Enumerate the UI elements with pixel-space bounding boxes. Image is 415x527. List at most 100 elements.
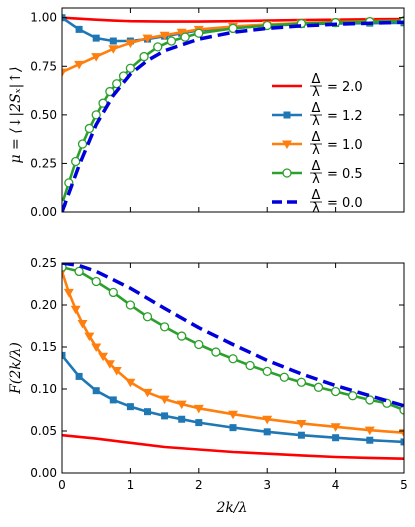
data-point-1-11 xyxy=(297,431,305,439)
data-point-2-5 xyxy=(142,34,153,44)
y-tick-label: 1.00 xyxy=(30,11,57,25)
x-tick-label: 1 xyxy=(127,478,135,492)
mu-panel: 0.00 0.25 0.50 0.75 1.00 Δλ = 2.0 Δλ = 1.2 Δλ = 1.… xyxy=(30,7,405,219)
y-tick-label: 0.75 xyxy=(30,59,57,73)
legend-frac-num: Δ xyxy=(312,188,321,203)
data-point-2-15 xyxy=(262,415,273,425)
f-panel-xlabel: 2k/λ xyxy=(216,500,248,516)
data-point-3-7 xyxy=(177,331,187,341)
axes-frame xyxy=(61,7,405,213)
data-point-1-9 xyxy=(229,424,237,432)
data-point-1-10 xyxy=(263,428,271,436)
x-tick-label: 2 xyxy=(195,478,203,492)
data-point-2-2 xyxy=(70,305,81,315)
y-tick-label: 0.50 xyxy=(30,108,57,122)
y-tick-label: 0.25 xyxy=(30,256,57,270)
data-point-3-13 xyxy=(166,36,177,46)
data-point-1-14 xyxy=(400,438,404,446)
data-point-1-1 xyxy=(75,25,83,33)
mu-panel-ylabel: μ = ⟨↓|2Sₓ|↑⟩ xyxy=(8,66,24,163)
data-point-1-5 xyxy=(144,408,151,416)
data-point-3-14 xyxy=(296,377,307,387)
data-point-2-10 xyxy=(142,388,153,398)
legend-frac-num: Δ xyxy=(312,159,321,174)
data-point-3-5 xyxy=(91,110,101,120)
y-tick-label: 0.00 xyxy=(30,205,57,219)
data-point-3-10 xyxy=(125,63,136,73)
data-point-1-4 xyxy=(126,403,134,411)
series-line-4 xyxy=(62,263,404,408)
data-point-3-5 xyxy=(142,312,153,322)
x-tick-label: 5 xyxy=(400,478,408,492)
data-point-2-3 xyxy=(108,45,119,54)
data-point-2-4 xyxy=(84,332,95,342)
data-point-3-20 xyxy=(399,405,404,415)
data-point-3-3 xyxy=(108,287,118,298)
data-point-3-10 xyxy=(228,354,238,364)
data-point-2-7 xyxy=(176,28,187,38)
data-point-2-16 xyxy=(296,419,307,429)
data-point-1-2 xyxy=(92,34,100,42)
y-tick-label: 0.15 xyxy=(30,340,57,354)
y-tick-label: 0.20 xyxy=(30,298,57,312)
legend-label-4: = 0.0 xyxy=(327,196,363,211)
data-point-2-5 xyxy=(91,343,102,352)
data-point-2-1 xyxy=(74,60,85,70)
data-point-2-4 xyxy=(125,39,136,48)
data-point-2-7 xyxy=(104,360,115,369)
series-line-4 xyxy=(62,20,404,212)
axes-frame xyxy=(61,262,405,474)
data-point-2-6 xyxy=(98,352,109,362)
data-point-2-14 xyxy=(228,410,238,420)
data-point-2-0 xyxy=(62,68,67,78)
data-point-3-11 xyxy=(139,51,149,62)
data-point-3-17 xyxy=(262,20,272,31)
x-tick-label: 0 xyxy=(58,478,66,492)
data-point-1-6 xyxy=(161,412,169,420)
data-point-3-17 xyxy=(348,391,358,401)
x-tick-label: 3 xyxy=(263,478,271,492)
data-point-3-8 xyxy=(194,339,204,350)
legend: Δλ = 2.0 Δλ = 1.2 Δλ = 1.0 Δλ = 0.5 Δλ = 0.0 xyxy=(272,72,363,216)
y-tick-label: 0.25 xyxy=(30,156,57,170)
plot-area xyxy=(62,263,404,460)
data-point-3-15 xyxy=(313,382,324,392)
data-point-2-6 xyxy=(159,31,170,41)
data-point-2-1 xyxy=(63,288,74,298)
legend-frac-den: λ xyxy=(312,85,320,100)
data-point-1-8 xyxy=(195,419,203,427)
data-point-3-12 xyxy=(153,42,163,52)
data-point-1-2 xyxy=(92,387,100,395)
data-point-3-4 xyxy=(125,300,136,310)
y-tick-label: 0.00 xyxy=(30,466,57,480)
legend-label-3: = 0.5 xyxy=(327,167,363,182)
data-point-3-14 xyxy=(180,32,190,42)
f-panel-ylabel: F(2k/λ) xyxy=(8,342,24,395)
data-point-2-2 xyxy=(91,53,102,62)
data-point-3-16 xyxy=(330,386,341,397)
data-point-3-2 xyxy=(91,276,101,287)
data-point-3-2 xyxy=(71,156,81,167)
series-line-0 xyxy=(62,433,404,460)
data-point-3-11 xyxy=(245,360,255,371)
legend-frac-num: Δ xyxy=(312,72,321,87)
data-point-2-9 xyxy=(125,378,136,388)
data-point-3-1 xyxy=(74,266,84,277)
data-point-3-16 xyxy=(228,23,238,34)
data-point-3-8 xyxy=(112,79,122,89)
data-point-3-13 xyxy=(279,372,289,382)
data-point-3-3 xyxy=(77,139,88,149)
plot-area xyxy=(62,14,404,212)
data-point-2-3 xyxy=(77,319,88,329)
data-point-3-12 xyxy=(262,366,272,377)
data-point-2-11 xyxy=(159,395,170,405)
data-point-2-8 xyxy=(111,367,122,376)
data-point-3-18 xyxy=(365,395,375,405)
data-point-3-6 xyxy=(159,322,170,332)
data-point-1-0 xyxy=(62,351,66,359)
data-point-1-3 xyxy=(109,37,117,45)
legend-frac-num: Δ xyxy=(312,130,321,145)
legend-frac-den: λ xyxy=(312,172,320,187)
data-point-2-13 xyxy=(193,404,204,414)
